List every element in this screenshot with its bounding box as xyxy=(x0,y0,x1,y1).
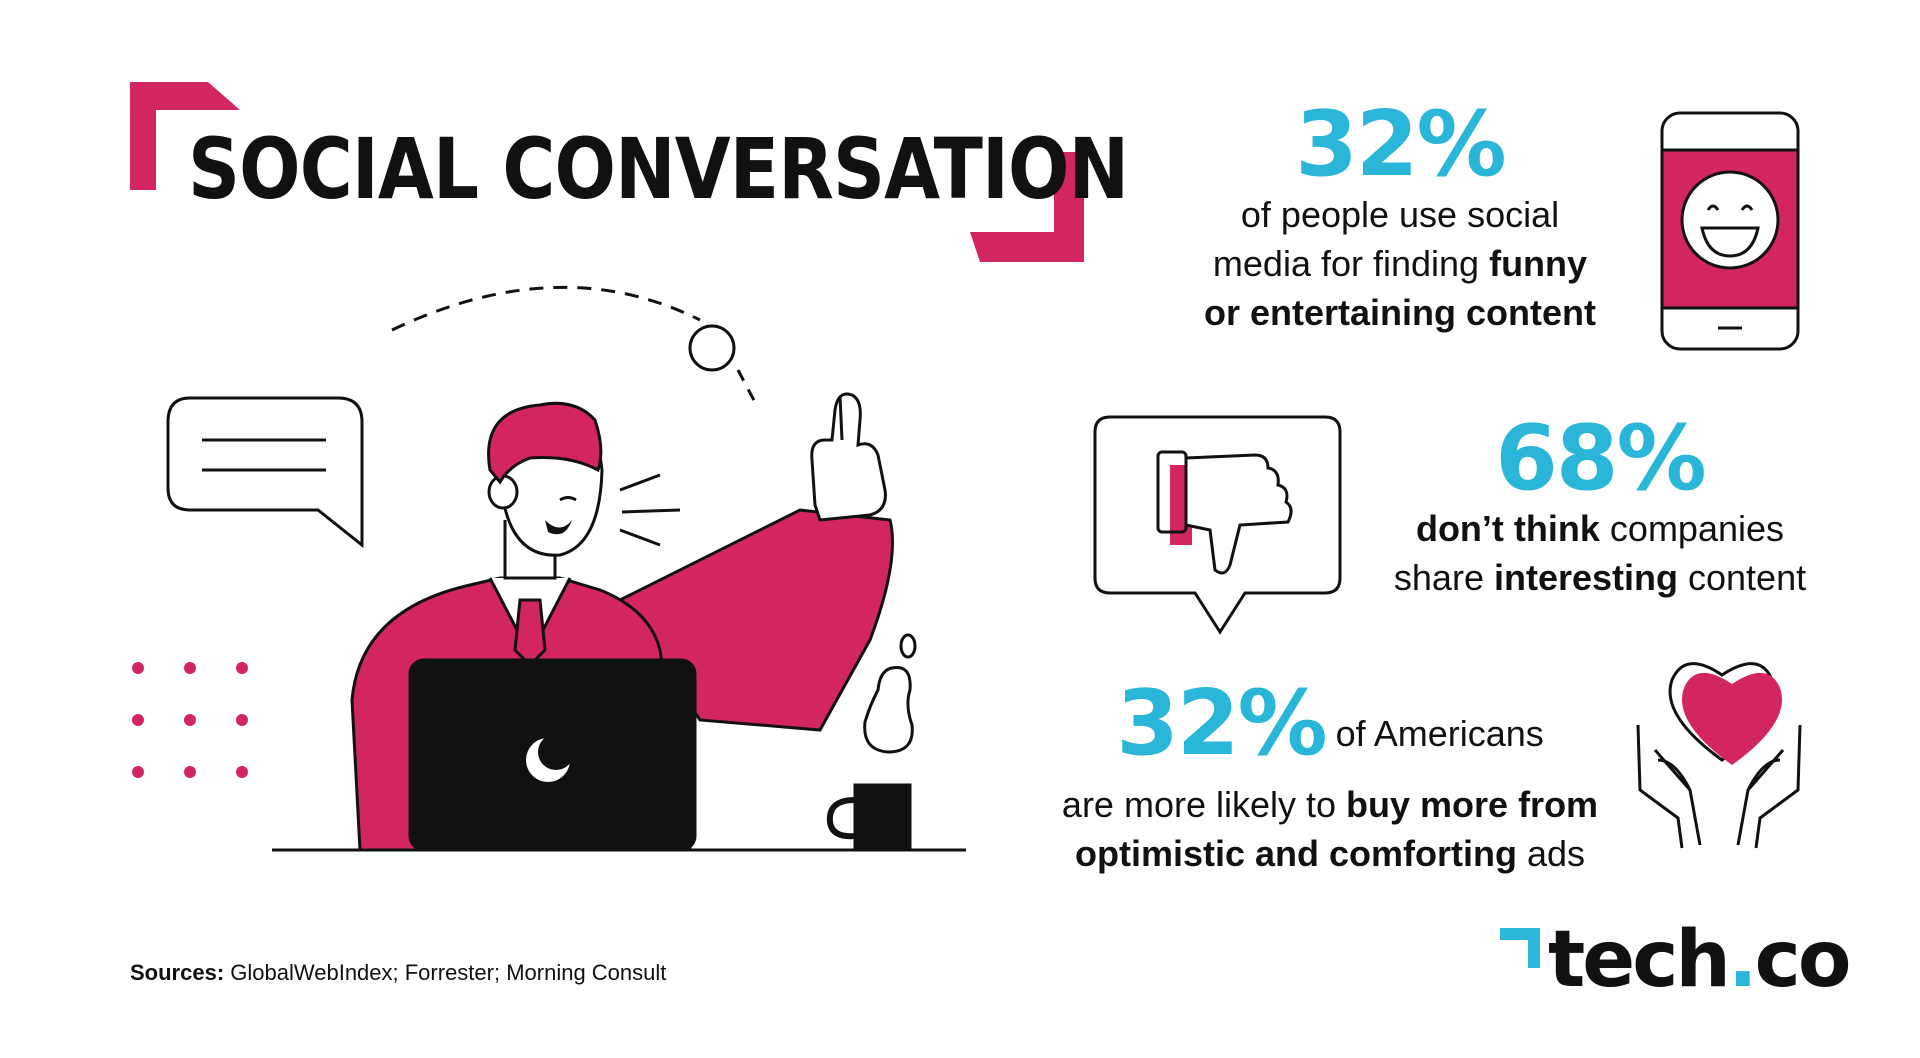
sources-label: Sources: xyxy=(130,960,225,985)
stat-text: are more likely to xyxy=(1061,784,1347,825)
stat-social-media-entertainment: 32% of people use social media for findi… xyxy=(1150,100,1650,337)
sources-text: GlobalWebIndex; Forrester; Morning Consu… xyxy=(224,960,667,985)
techco-logo[interactable]: tech.co xyxy=(1548,915,1852,1005)
stat-text-bold: interesting xyxy=(1493,557,1678,598)
stat-text-bold: buy more from xyxy=(1346,784,1599,825)
stat-companies-content: 68% don’t think companies share interest… xyxy=(1370,414,1830,602)
stat-text-bold: don’t think xyxy=(1415,508,1600,549)
stat-value: 68% xyxy=(1495,406,1706,511)
logo-dot: . xyxy=(1727,915,1758,1005)
stat-text: companies xyxy=(1599,508,1785,549)
stat-line: are more likely to buy more from xyxy=(1020,780,1640,829)
stat-value: 32% xyxy=(1116,671,1327,776)
stat-line: share interesting content xyxy=(1370,553,1830,602)
stat-text-bold: funny xyxy=(1489,243,1588,284)
logo-main: tech xyxy=(1548,915,1731,1005)
speech-bubble-icon xyxy=(166,396,364,549)
stat-value: 32% xyxy=(1295,92,1506,197)
logo-suffix: co xyxy=(1754,915,1852,1005)
sources-note: Sources: GlobalWebIndex; Forrester; Morn… xyxy=(130,960,666,986)
stat-text: of Americans xyxy=(1325,713,1544,754)
stat-line: 32% of Americans xyxy=(1020,678,1640,780)
stat-text: content xyxy=(1678,557,1807,598)
page-title: SOCIAL CONVERSATION xyxy=(188,120,1129,218)
stat-text: of people use social xyxy=(1240,194,1560,235)
stat-line: media for finding funny xyxy=(1150,239,1650,288)
stat-optimistic-ads: 32% of Americans are more likely to buy … xyxy=(1020,678,1640,878)
stat-line: optimistic and comforting ads xyxy=(1020,829,1640,878)
stat-line: don’t think companies xyxy=(1370,504,1830,553)
stat-line: of people use social xyxy=(1150,190,1650,239)
stat-line: or entertaining content xyxy=(1150,288,1650,337)
stat-text: share xyxy=(1393,557,1494,598)
stat-text: ads xyxy=(1516,833,1586,874)
stat-text-bold: optimistic and comforting xyxy=(1074,833,1517,874)
stat-text: media for finding xyxy=(1212,243,1490,284)
stat-text-bold: or entertaining content xyxy=(1203,292,1596,333)
